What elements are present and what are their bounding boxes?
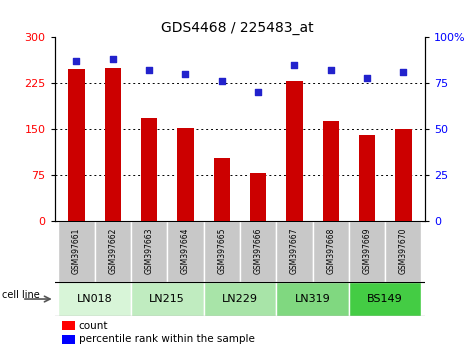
Text: LN319: LN319: [294, 294, 331, 304]
Text: LN018: LN018: [76, 294, 113, 304]
Bar: [313, 221, 349, 282]
Bar: [359, 135, 375, 221]
Text: GSM397670: GSM397670: [399, 228, 408, 274]
Text: GSM397667: GSM397667: [290, 228, 299, 274]
Bar: [204, 282, 276, 316]
Point: [181, 71, 189, 77]
Text: count: count: [79, 320, 108, 331]
Text: GSM397666: GSM397666: [254, 228, 263, 274]
Text: cell line: cell line: [2, 291, 40, 301]
Bar: [250, 173, 266, 221]
Text: GDS4468 / 225483_at: GDS4468 / 225483_at: [161, 21, 314, 35]
Bar: [349, 221, 385, 282]
Bar: [95, 221, 131, 282]
Point: [363, 75, 371, 80]
Bar: [131, 282, 204, 316]
Bar: [177, 128, 194, 221]
Bar: [395, 129, 411, 221]
Bar: [62, 321, 75, 330]
Point: [399, 69, 407, 75]
Bar: [214, 158, 230, 221]
Point: [145, 67, 153, 73]
Bar: [323, 121, 339, 221]
Text: LN229: LN229: [222, 294, 258, 304]
Bar: [141, 118, 157, 221]
Point: [109, 56, 116, 62]
Bar: [58, 282, 131, 316]
Bar: [349, 282, 421, 316]
Bar: [204, 221, 240, 282]
Bar: [104, 68, 121, 221]
Text: GSM397662: GSM397662: [108, 228, 117, 274]
Text: GSM397669: GSM397669: [362, 228, 371, 274]
Text: GSM397668: GSM397668: [326, 228, 335, 274]
Bar: [276, 282, 349, 316]
Point: [73, 58, 80, 64]
Bar: [131, 221, 167, 282]
Bar: [167, 221, 204, 282]
Text: GSM397664: GSM397664: [181, 228, 190, 274]
Bar: [62, 335, 75, 344]
Text: GSM397661: GSM397661: [72, 228, 81, 274]
Text: BS149: BS149: [367, 294, 403, 304]
Text: percentile rank within the sample: percentile rank within the sample: [79, 334, 255, 344]
Point: [254, 89, 262, 95]
Bar: [240, 221, 276, 282]
Bar: [58, 221, 95, 282]
Bar: [68, 69, 85, 221]
Text: LN215: LN215: [149, 294, 185, 304]
Point: [218, 78, 226, 84]
Text: GSM397665: GSM397665: [217, 228, 226, 274]
Text: GSM397663: GSM397663: [144, 228, 153, 274]
Bar: [385, 221, 421, 282]
Bar: [276, 221, 313, 282]
Bar: [286, 81, 303, 221]
Point: [291, 62, 298, 68]
Point: [327, 67, 334, 73]
